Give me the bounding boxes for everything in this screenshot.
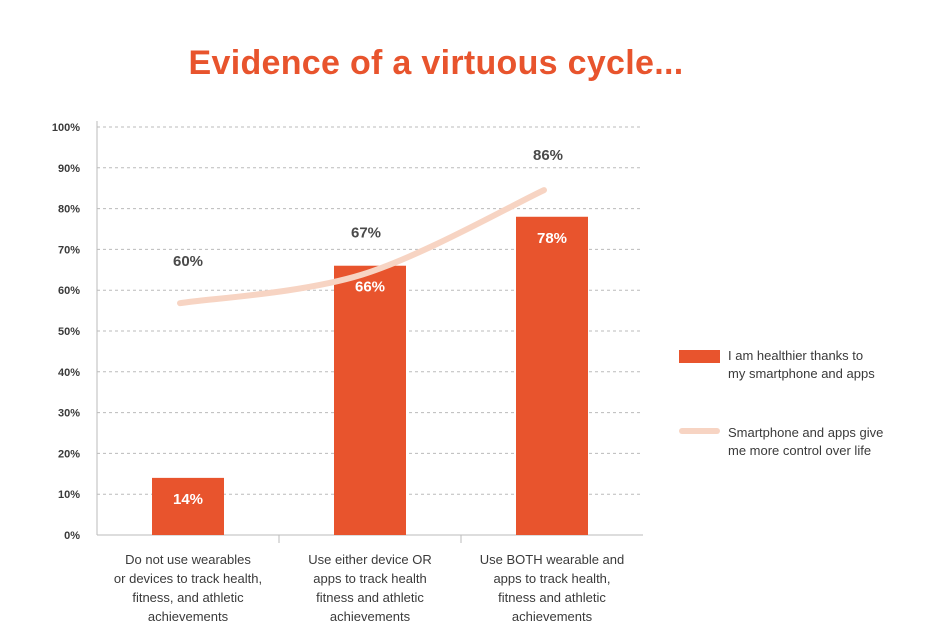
legend-line-line-2: me more control over life [728, 443, 872, 458]
x-category-label: achievements [330, 609, 411, 624]
bar-value-label: 78% [537, 230, 567, 247]
y-tick-label: 40% [58, 367, 80, 379]
y-tick-label: 70% [58, 244, 80, 256]
y-tick-label: 10% [58, 489, 80, 501]
legend-bar-line-2: my smartphone and apps [728, 366, 875, 381]
y-tick-label: 100% [52, 122, 80, 134]
y-tick-label: 90% [58, 163, 80, 175]
y-tick-label: 30% [58, 408, 80, 420]
line-value-label: 67% [351, 225, 381, 242]
x-category-label: fitness and athletic [498, 590, 606, 605]
bar [334, 265, 406, 535]
legend-line-line-1: Smartphone and apps give [728, 425, 884, 440]
x-category-label: fitness and athletic [316, 590, 424, 605]
x-category-label: Use BOTH wearable and [480, 552, 625, 567]
legend-line-label: Smartphone and apps give me more control… [728, 424, 883, 460]
bar-value-label: 66% [355, 279, 385, 296]
legend-bar-line-1: I am healthier thanks to [728, 348, 864, 363]
y-tick-label: 0% [64, 530, 80, 542]
line-series [177, 187, 547, 307]
chart-title: Evidence of a virtuous cycle... [188, 44, 684, 82]
x-category-label: Do not use wearables [125, 552, 251, 567]
line-value-label: 86% [533, 147, 563, 164]
x-category-label: or devices to track health, [114, 571, 262, 586]
y-tick-label: 80% [58, 204, 80, 216]
y-tick-label: 60% [58, 285, 80, 297]
legend-bar-label: I am healthier thanks to my smartphone a… [728, 347, 875, 383]
x-category-label: achievements [148, 609, 229, 624]
x-category-label: Use either device OR [308, 552, 432, 567]
x-category-label: achievements [512, 609, 593, 624]
x-category-label: fitness, and athletic [132, 590, 244, 605]
line-value-label: 60% [173, 253, 203, 270]
y-tick-label: 20% [58, 448, 80, 460]
bar [152, 477, 224, 535]
legend-line-swatch [679, 428, 720, 434]
legend-bar-swatch [679, 350, 720, 363]
x-category-label: apps to track health, [493, 571, 610, 586]
y-tick-label: 50% [58, 326, 80, 338]
bar [516, 216, 588, 535]
x-category-label: apps to track health [313, 571, 426, 586]
bar-value-label: 14% [173, 491, 203, 508]
